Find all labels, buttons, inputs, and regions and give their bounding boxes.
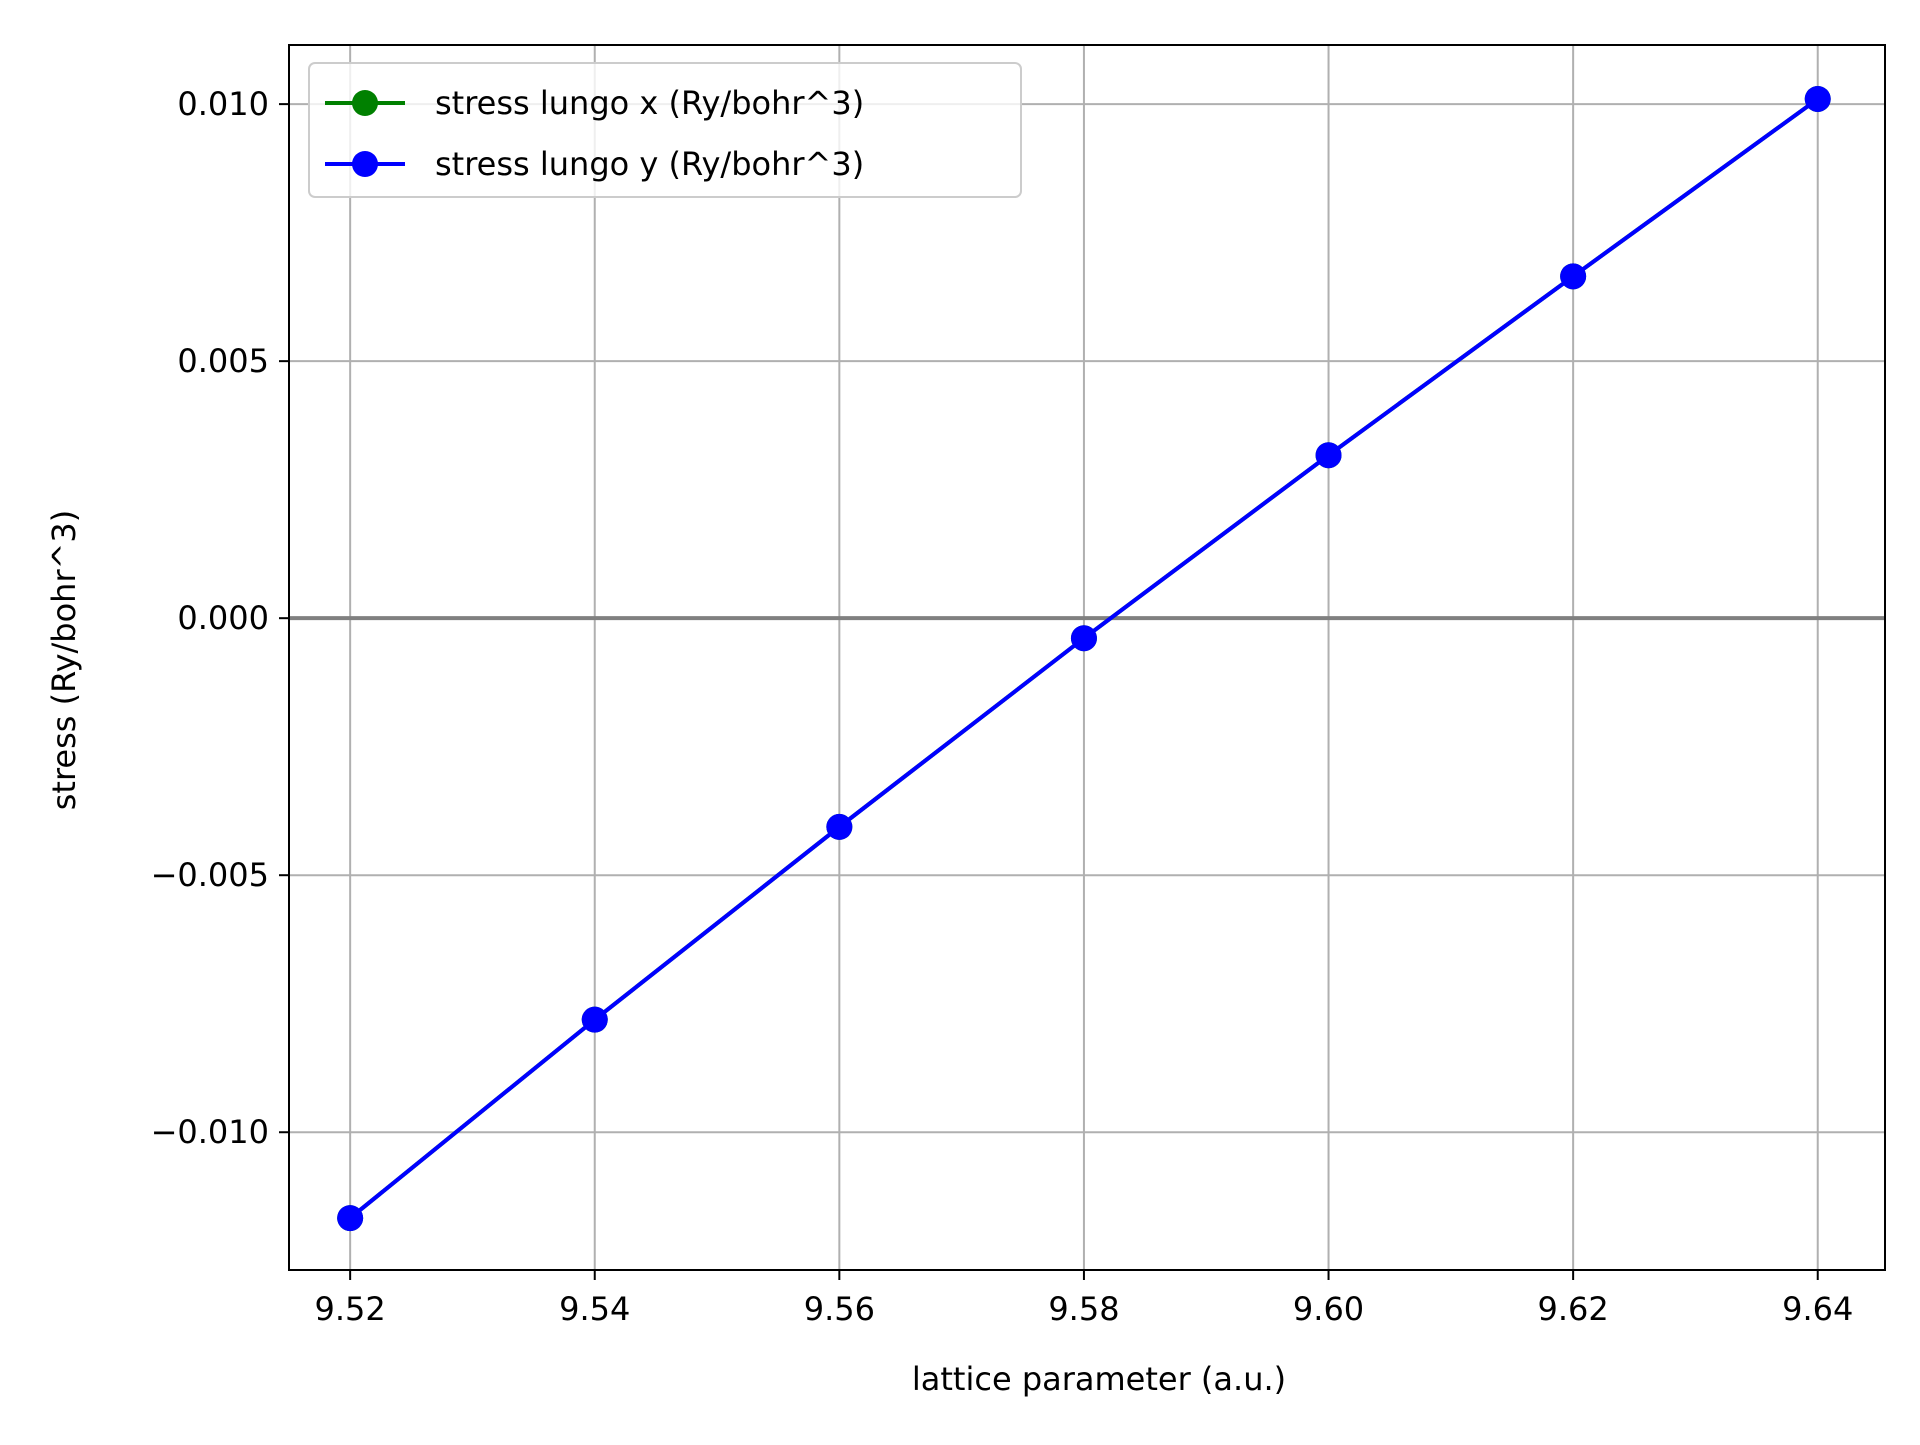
series-group [337, 85, 1831, 1232]
legend: stress lungo x (Ry/bohr^3) stress lungo y… [308, 62, 1022, 198]
legend-swatch-marker [352, 90, 378, 116]
data-point [1804, 85, 1831, 112]
legend-item: stress lungo y (Ry/bohr^3) [325, 145, 864, 183]
data-point [1560, 263, 1587, 290]
series-2 [337, 85, 1831, 1232]
x-axis-label: lattice parameter (a.u.) [912, 1360, 1286, 1398]
y-tick-label: −0.005 [151, 856, 269, 894]
data-point [581, 1006, 608, 1033]
data-point [1315, 442, 1342, 469]
x-tick-label: 9.54 [559, 1290, 630, 1328]
legend-label: stress lungo y (Ry/bohr^3) [435, 145, 864, 183]
x-tick-label: 9.52 [315, 1290, 386, 1328]
plot-frame [288, 44, 1886, 1271]
x-tick-label: 9.60 [1293, 1290, 1364, 1328]
legend-label: stress lungo x (Ry/bohr^3) [435, 84, 864, 122]
y-tick-label: 0.010 [177, 85, 269, 123]
y-axis-label: stress (Ry/bohr^3) [45, 510, 83, 811]
legend-swatch-marker [352, 151, 378, 177]
y-tick-label: −0.010 [151, 1113, 269, 1151]
x-axis-ticks: 9.52 9.54 9.56 9.58 9.60 9.62 9.64 [315, 1270, 1853, 1328]
data-point [1070, 625, 1097, 652]
y-tick-label: 0.000 [177, 599, 269, 637]
data-point [337, 1205, 364, 1232]
y-tick-label: 0.005 [177, 342, 269, 380]
y-axis-ticks: −0.010 −0.005 0.000 0.005 0.010 [151, 85, 289, 1151]
x-tick-label: 9.62 [1538, 1290, 1609, 1328]
data-point [826, 813, 853, 840]
x-tick-label: 9.64 [1782, 1290, 1853, 1328]
x-tick-label: 9.58 [1048, 1290, 1119, 1328]
legend-item: stress lungo x (Ry/bohr^3) [325, 84, 864, 122]
legend-box [308, 62, 1022, 198]
x-tick-label: 9.56 [804, 1290, 875, 1328]
